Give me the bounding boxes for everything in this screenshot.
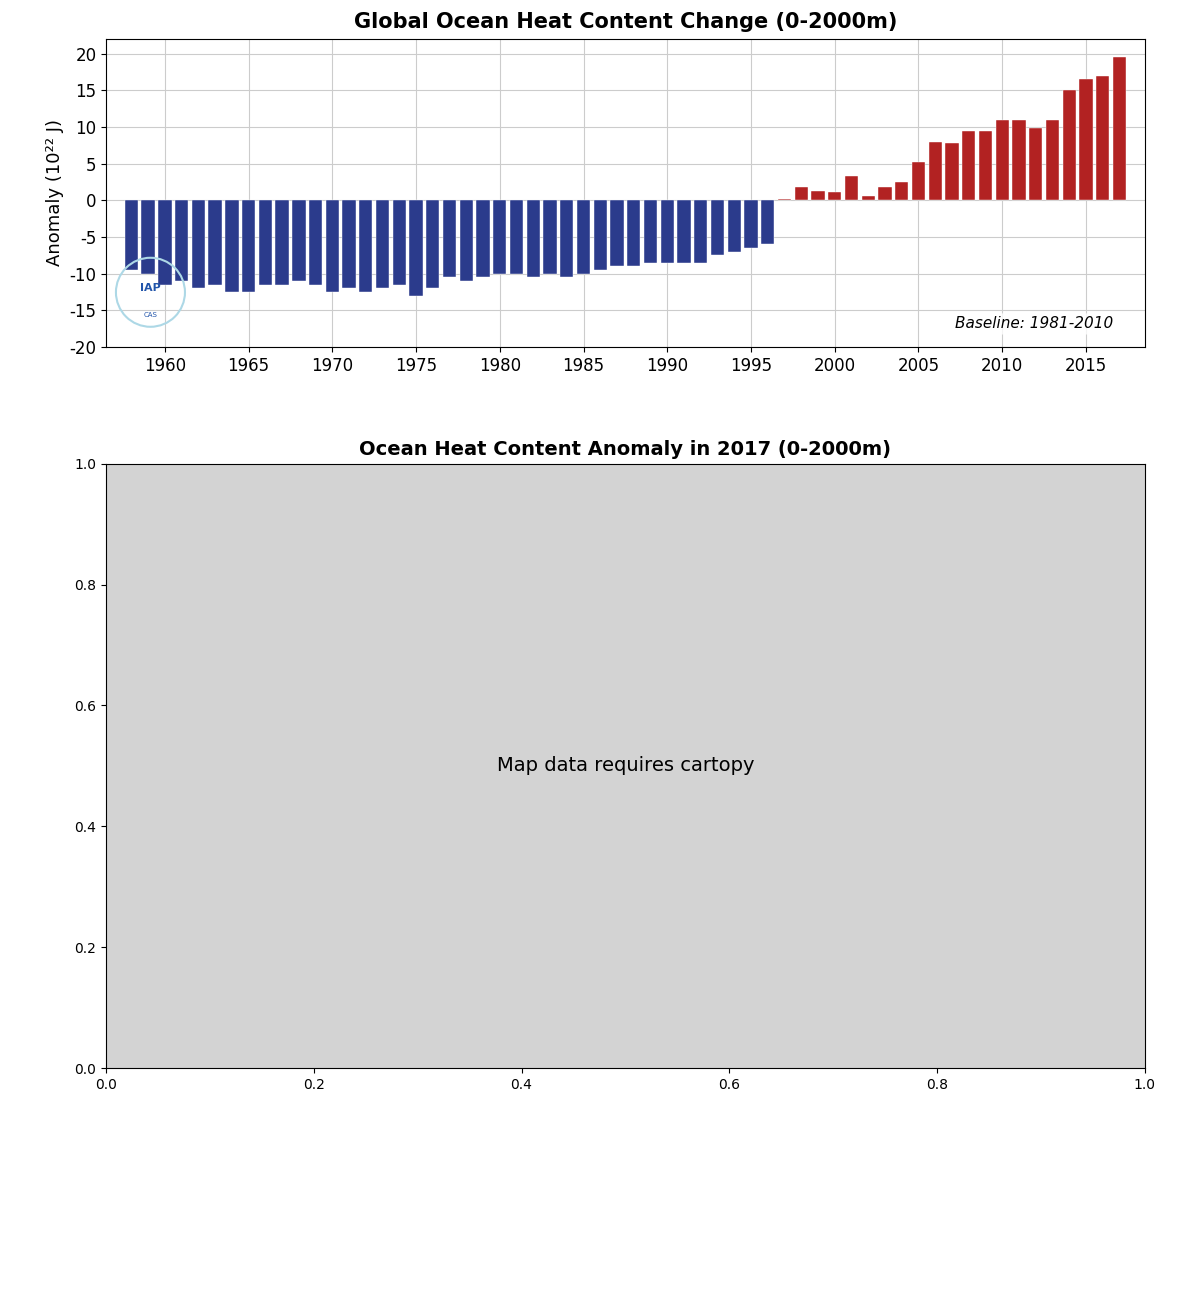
Bar (778, 199, 792, 200)
Bar (142, 200, 155, 274)
Bar (326, 200, 339, 292)
Bar (745, 200, 758, 248)
Bar (610, 200, 624, 266)
Bar (945, 143, 958, 200)
Bar (309, 200, 322, 284)
Text: Map data requires cartopy: Map data requires cartopy (497, 756, 754, 776)
Bar (242, 200, 255, 292)
Bar (543, 200, 557, 274)
Bar (710, 200, 725, 255)
Bar (812, 191, 825, 200)
Bar (627, 200, 641, 266)
Bar (1080, 79, 1093, 200)
Bar (225, 200, 238, 292)
Bar (560, 200, 573, 277)
Bar (275, 200, 289, 284)
Bar (376, 200, 389, 288)
Bar (258, 200, 273, 284)
Text: IAP: IAP (140, 283, 160, 294)
Bar (845, 177, 858, 200)
Bar (1062, 91, 1076, 200)
Bar (342, 200, 355, 288)
Bar (962, 131, 976, 200)
Bar (293, 200, 306, 281)
Bar (577, 200, 590, 274)
Bar (1045, 120, 1060, 200)
Bar (477, 200, 490, 277)
Bar (677, 200, 690, 262)
Bar (861, 196, 874, 200)
Text: Baseline: 1981-2010: Baseline: 1981-2010 (955, 317, 1114, 331)
Bar (191, 200, 205, 288)
Bar (644, 200, 657, 262)
Bar (442, 200, 457, 277)
Bar (996, 120, 1009, 200)
Bar (694, 200, 708, 262)
Bar (1029, 129, 1042, 200)
Bar (794, 187, 808, 200)
Title: Ocean Heat Content Anomaly in 2017 (0-2000m): Ocean Heat Content Anomaly in 2017 (0-20… (360, 440, 891, 460)
Bar (409, 200, 422, 296)
Bar (175, 200, 189, 281)
Bar (493, 200, 506, 274)
Bar (896, 182, 909, 200)
Bar (878, 187, 892, 200)
Text: CAS: CAS (144, 312, 157, 318)
Title: Global Ocean Heat Content Change (0-2000m): Global Ocean Heat Content Change (0-2000… (354, 12, 897, 32)
Bar (828, 192, 841, 200)
Bar (526, 200, 540, 277)
Bar (761, 200, 774, 244)
Bar (359, 200, 373, 292)
Bar (209, 200, 222, 284)
Bar (1113, 57, 1126, 200)
Y-axis label: Anomaly (10²² J): Anomaly (10²² J) (46, 120, 64, 266)
Bar (158, 200, 171, 284)
Bar (594, 200, 607, 270)
Bar (912, 162, 925, 200)
Bar (1096, 75, 1109, 200)
Bar (728, 200, 741, 252)
Bar (459, 200, 473, 281)
Bar (426, 200, 439, 288)
Bar (393, 200, 406, 284)
Bar (1012, 120, 1025, 200)
Bar (661, 200, 674, 262)
Bar (125, 200, 138, 270)
Bar (978, 131, 992, 200)
Bar (510, 200, 523, 274)
Bar (929, 142, 942, 200)
